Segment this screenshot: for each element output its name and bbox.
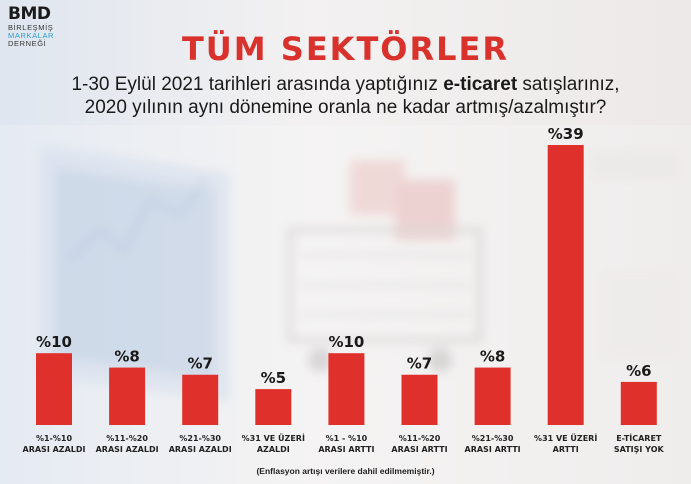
question-bold: e-ticaret <box>443 74 518 95</box>
category-label: ARASI AZALDI <box>23 445 86 454</box>
category-label: ARASI AZALDI <box>96 445 159 454</box>
bar <box>328 353 365 425</box>
bar-value-label: %5 <box>261 369 286 387</box>
category-label: SATIŞI YOK <box>614 445 665 454</box>
bar <box>109 367 146 425</box>
bar <box>182 374 219 425</box>
brand-logo-text: BMD <box>8 4 51 24</box>
bar <box>36 353 72 425</box>
bar <box>547 145 584 425</box>
bar <box>620 381 657 425</box>
bar <box>255 389 292 425</box>
brand-name: BİRLEŞMİŞ MARKALAR DERNEĞİ <box>8 24 54 48</box>
bar-value-label: %7 <box>187 355 212 373</box>
category-label: ARASI ARTTI <box>391 445 447 454</box>
category-label: ARASI ARTTI <box>318 445 374 454</box>
category-label: %11-%20 <box>399 434 441 443</box>
brand-logo: BMD BİRLEŞMİŞ MARKALAR DERNEĞİ <box>8 6 54 48</box>
category-label: AZALDI <box>257 445 290 454</box>
question-line-2: 2020 yılının aynı dönemine oranla ne kad… <box>84 97 607 118</box>
category-label: ARASI AZALDI <box>169 445 232 454</box>
category-label: %21-%30 <box>472 434 514 443</box>
category-label: %1 - %10 <box>326 434 368 443</box>
brand-line-3: DERNEĞİ <box>8 38 47 48</box>
bar-value-label: %39 <box>548 125 584 143</box>
category-label: %31 VE ÜZERİ <box>534 433 597 443</box>
bar-value-label: %8 <box>114 348 139 366</box>
survey-question: 1-30 Eylül 2021 tarihleri arasında yaptı… <box>0 73 691 119</box>
category-label: E-TİCARET <box>616 433 662 443</box>
bar <box>401 374 438 425</box>
bar-value-label: %6 <box>626 362 651 380</box>
brand-line-1: BİRLEŞMİŞ <box>8 23 54 32</box>
category-label: ARASI ARTTI <box>465 445 521 454</box>
category-label: %31 VE ÜZERİ <box>242 433 305 443</box>
bar <box>474 367 511 425</box>
category-label: %1-%10 <box>36 434 72 443</box>
bar-value-label: %7 <box>407 355 432 373</box>
question-line-1: 1-30 Eylül 2021 tarihleri arasında yaptı… <box>0 73 691 96</box>
question-part-2: satışlarınız, <box>517 74 620 95</box>
category-label: ARTTI <box>553 445 579 454</box>
bar-value-label: %10 <box>328 333 364 351</box>
page-title: TÜM SEKTÖRLER <box>181 30 510 68</box>
category-label: %11-%20 <box>106 434 148 443</box>
category-label: %21-%30 <box>179 434 221 443</box>
brand-line-2: MARKALAR <box>8 30 55 40</box>
footnote: (Enflasyon artışı verilere dahil edilmem… <box>256 466 435 476</box>
bar-value-label: %8 <box>480 348 505 366</box>
bar-value-label: %10 <box>36 333 72 351</box>
question-part-1: 1-30 Eylül 2021 tarihleri arasında yaptı… <box>71 74 444 95</box>
